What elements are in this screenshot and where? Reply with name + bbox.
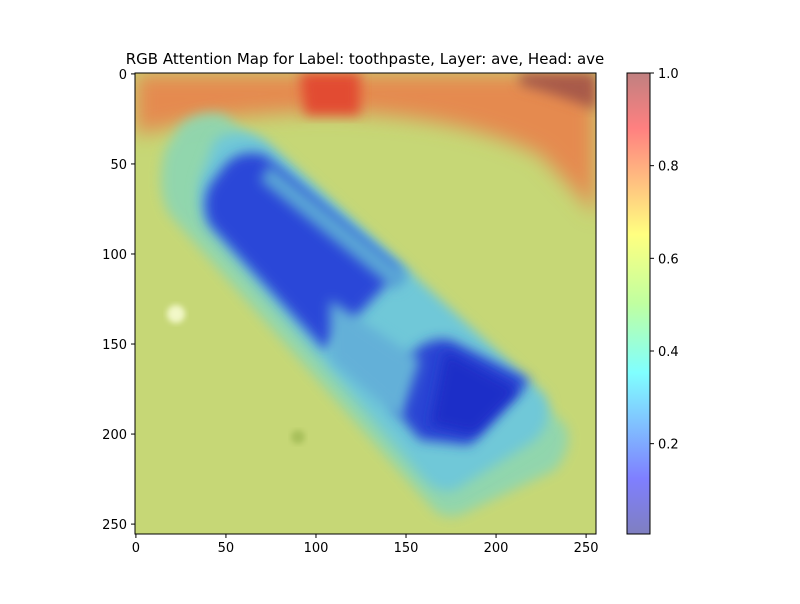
heatmap-spot <box>167 305 185 323</box>
y-tick-label: 250 <box>102 518 127 533</box>
heatmap-tube-label-upper <box>205 152 400 350</box>
y-tick-label: 200 <box>102 428 127 443</box>
heatmap-top-right-hotspot <box>520 73 596 110</box>
heatmap-top-band <box>135 73 596 215</box>
y-tick-label: 150 <box>102 338 127 353</box>
colorbar-tick-label: 0.8 <box>658 160 679 175</box>
plot-frame <box>134 72 597 535</box>
heatmap-image <box>135 73 596 534</box>
y-tick-label: 100 <box>102 248 127 263</box>
x-tick-label: 0 <box>132 541 140 556</box>
x-tick-label: 150 <box>394 541 419 556</box>
x-tick-label: 200 <box>484 541 509 556</box>
heatmap-top-center-hotspot <box>300 73 360 115</box>
colorbar <box>627 73 650 534</box>
colorbar-tick-label: 0.2 <box>658 438 679 453</box>
colorbar-tick-label: 0.6 <box>658 252 679 267</box>
y-tick-label: 50 <box>110 158 127 173</box>
x-tick-label: 100 <box>304 541 329 556</box>
colorbar-frame <box>626 72 651 535</box>
colorbar-tick-label: 0.4 <box>658 345 679 360</box>
colorbar-axis: 0.2 0.4 0.6 0.8 1.0 <box>650 67 679 453</box>
x-axis: 0 50 100 150 200 250 <box>132 534 599 556</box>
x-tick-label: 250 <box>574 541 599 556</box>
y-tick-label: 0 <box>119 68 127 83</box>
colorbar-tick-label: 1.0 <box>658 67 679 82</box>
chart-title: RGB Attention Map for Label: toothpaste,… <box>126 50 605 68</box>
y-axis: 0 50 100 150 200 250 <box>102 68 135 533</box>
x-tick-label: 50 <box>218 541 235 556</box>
heatmap-spot <box>291 430 305 444</box>
